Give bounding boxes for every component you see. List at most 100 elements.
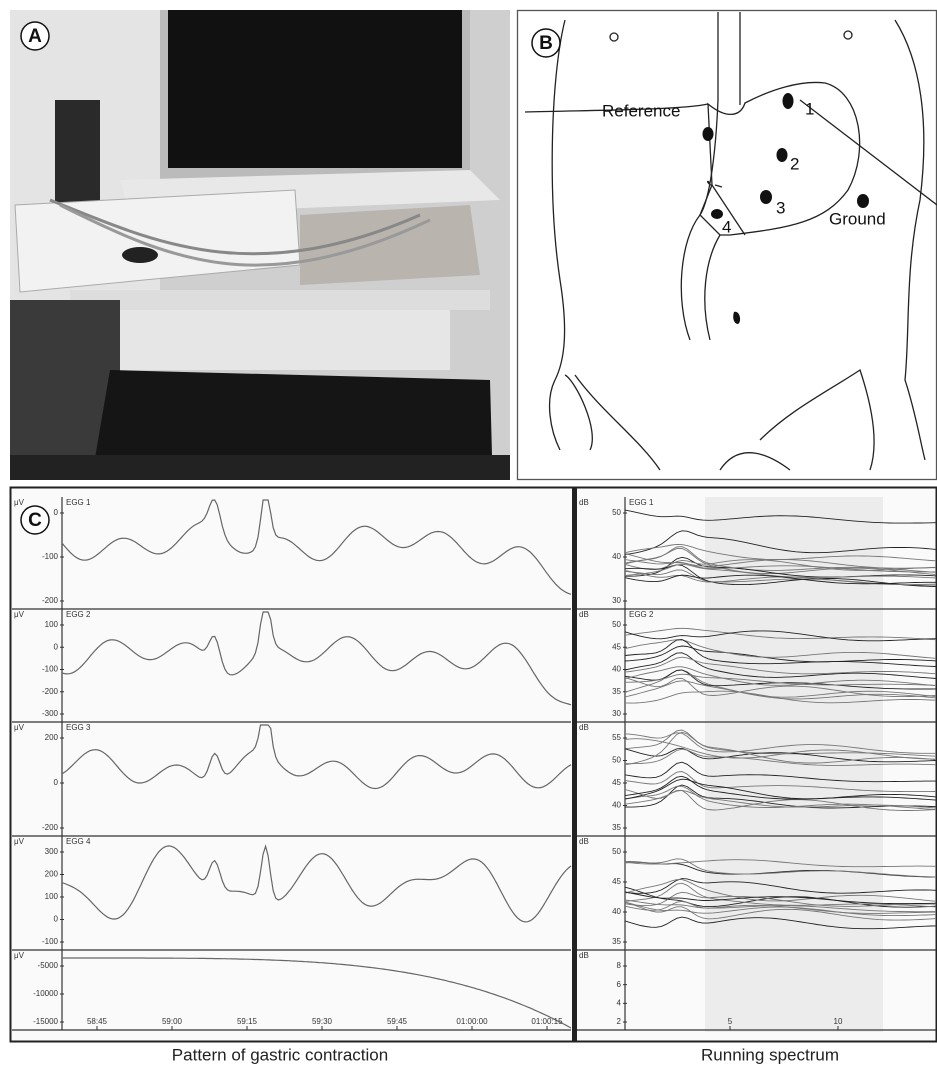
y-tick-label: 300	[45, 847, 59, 856]
x-tick-label: 01:00:15	[531, 1017, 563, 1026]
y-tick-label: 30	[612, 709, 621, 718]
y-tick-label: -200	[42, 687, 59, 696]
y-tick-label: 200	[45, 733, 59, 742]
y-tick-label: -200	[42, 823, 59, 832]
figure: Reference Ground 1 2 3 4 μV EGG 1 0 -100 -20…	[0, 0, 937, 1067]
y-tick-label: 4	[617, 998, 622, 1007]
electrode	[857, 194, 869, 208]
unit-label: dB	[579, 610, 589, 619]
y-tick-label: 40	[612, 801, 621, 810]
electrode-label: 2	[790, 154, 799, 173]
y-tick-label: 45	[612, 778, 621, 787]
panel-label: C	[28, 510, 42, 531]
y-tick-label: 50	[612, 508, 621, 517]
x-tick-label: 59:15	[237, 1017, 258, 1026]
navel	[733, 312, 740, 324]
floor	[10, 455, 510, 480]
y-tick-label: -15000	[33, 1017, 58, 1026]
reference-label: Reference	[602, 101, 680, 120]
y-tick-label: 50	[612, 847, 621, 856]
panel-label: A	[28, 26, 42, 47]
channel-label: EGG 4	[66, 837, 91, 846]
y-tick-label: -200	[42, 596, 59, 605]
electrode	[777, 148, 788, 162]
body-outline	[895, 20, 925, 460]
ground-label: Ground	[829, 209, 886, 228]
channel-label: EGG 2	[66, 610, 91, 619]
unit-label: μV	[14, 951, 25, 960]
y-tick-label: 35	[612, 687, 621, 696]
y-tick-label: -5000	[38, 961, 59, 970]
cabinet	[120, 310, 450, 370]
caption: Running spectrum	[701, 1045, 839, 1064]
y-tick-label: -10000	[33, 989, 58, 998]
panel-border	[518, 11, 937, 480]
electrode-label: 3	[776, 198, 785, 217]
stomach-region	[708, 100, 937, 235]
diagram	[518, 11, 937, 480]
y-tick-label: -100	[42, 665, 59, 674]
keyboard	[95, 370, 492, 458]
y-tick-label: 6	[617, 980, 622, 989]
y-tick-label: -100	[42, 937, 59, 946]
esophagus	[705, 12, 740, 340]
electrode	[760, 190, 772, 204]
channel-label: EGG 2	[629, 610, 654, 619]
y-tick-label: 0	[54, 778, 59, 787]
x-tick-label: 59:45	[387, 1017, 408, 1026]
y-tick-label: 30	[612, 596, 621, 605]
y-tick-label: 0	[54, 915, 59, 924]
y-tick-label: 200	[45, 870, 59, 879]
y-tick-label: 8	[617, 961, 622, 970]
nipple	[844, 31, 852, 39]
unit-label: μV	[14, 610, 25, 619]
divider	[572, 487, 577, 1042]
unit-label: μV	[14, 498, 25, 507]
device-logo	[122, 247, 158, 263]
y-tick-label: 45	[612, 877, 621, 886]
y-tick-label: 100	[45, 620, 59, 629]
channel-label: EGG 1	[66, 498, 91, 507]
caption: Pattern of gastric contraction	[172, 1045, 388, 1064]
y-tick-label: -100	[42, 552, 59, 561]
x-tick-label: 5	[728, 1017, 733, 1026]
electrode	[783, 93, 794, 109]
unit-label: dB	[579, 837, 589, 846]
y-tick-label: 40	[612, 552, 621, 561]
y-tick-label: 100	[45, 892, 59, 901]
y-tick-label: 50	[612, 756, 621, 765]
x-tick-label: 58:45	[87, 1017, 108, 1026]
nipple	[610, 33, 618, 41]
y-tick-label: 35	[612, 937, 621, 946]
photo	[10, 10, 510, 480]
y-tick-label: 0	[54, 642, 59, 651]
channel-label: EGG 3	[66, 723, 91, 732]
pelvis	[565, 370, 874, 470]
x-tick-label: 10	[834, 1017, 843, 1026]
x-tick-label: 01:00:00	[456, 1017, 488, 1026]
x-tick-label: 59:00	[162, 1017, 183, 1026]
y-tick-label: 40	[612, 907, 621, 916]
y-tick-label: 50	[612, 620, 621, 629]
esophagus	[681, 12, 718, 340]
panel-label: B	[539, 33, 553, 54]
y-tick-label: 0	[54, 508, 59, 517]
y-tick-label: 35	[612, 823, 621, 832]
unit-label: μV	[14, 723, 25, 732]
electrode	[703, 127, 714, 141]
y-tick-label: 2	[617, 1017, 622, 1026]
unit-label: dB	[579, 951, 589, 960]
unit-label: dB	[579, 498, 589, 507]
shelf	[70, 290, 490, 310]
y-tick-label: 55	[612, 733, 621, 742]
y-tick-label: 45	[612, 642, 621, 651]
monitor-screen	[168, 10, 462, 168]
x-tick-label: 59:30	[312, 1017, 333, 1026]
electrode-label: 4	[722, 217, 731, 236]
unit-label: dB	[579, 723, 589, 732]
channel-label: EGG 1	[629, 498, 654, 507]
y-tick-label: 40	[612, 665, 621, 674]
y-tick-label: -300	[42, 709, 59, 718]
electrode-label: 1	[805, 99, 814, 118]
unit-label: μV	[14, 837, 25, 846]
